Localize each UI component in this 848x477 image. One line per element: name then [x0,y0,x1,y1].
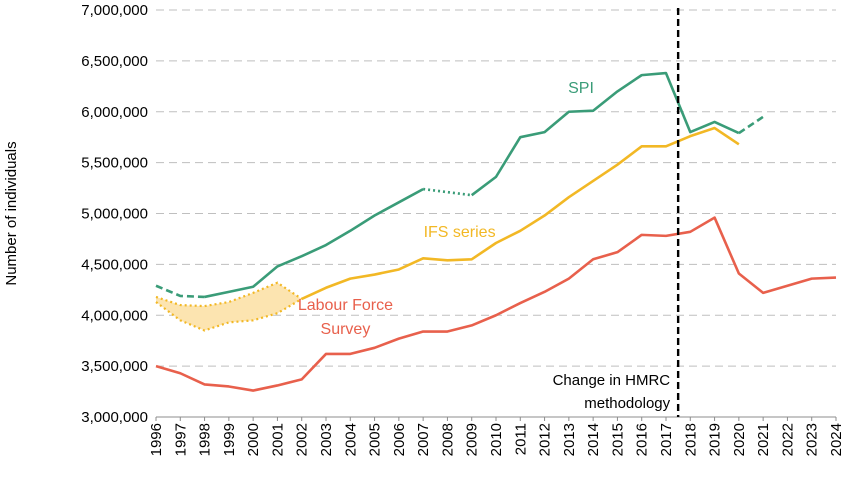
ifs-range-lower [155,298,303,332]
y-tick-label: 3,000,000 [81,409,148,426]
x-tick-label: 2006 [391,423,408,456]
x-tick-label: 1997 [172,423,189,456]
x-tick-label: 2020 [731,423,748,456]
x-tick-label: 2019 [707,423,724,456]
x-tick-label: 2021 [755,423,772,456]
series-label-spi: SPI [568,80,594,97]
x-tick-label: 2012 [537,423,554,456]
y-tick-label: 6,500,000 [81,53,148,70]
y-tick-label: 3,500,000 [81,358,148,375]
ifs-range-band [155,281,303,332]
series-label-lfs-line2: Survey [321,321,371,338]
x-tick-label: 2013 [561,423,578,456]
x-tick-label: 2001 [269,423,286,456]
x-tick-label: 2010 [488,423,505,456]
series-line-lfs [155,216,837,392]
annotation-line2: methodology [584,395,670,412]
y-tick-label: 7,000,000 [81,2,148,19]
series-line-spi [470,71,740,197]
x-tick-label: 2011 [512,423,529,455]
x-tick-label: 2017 [658,423,675,456]
x-tick-label: 2009 [464,423,481,456]
x-tick-label: 2003 [318,423,335,456]
y-axis-ticks: 3,000,000 3,500,000 4,000,000 4,500,000 5,00… [81,2,148,426]
series-label-lfs-line1: Labour Force [298,297,393,314]
series-line-spi [204,187,424,299]
x-tick-label: 2023 [804,423,821,456]
series-line-spi [738,115,764,135]
y-axis-title: Number of individuals [3,141,20,285]
x-tick-label: 2000 [245,423,262,456]
x-tick-label: 2002 [294,423,311,456]
y-tick-label: 6,000,000 [81,104,148,121]
x-tick-label: 2004 [342,423,359,456]
x-axis-ticks: 1996 1997 1998 1999 2000 2001 2002 2003 2004 2005… [148,417,845,456]
x-tick-label: 1996 [148,423,165,456]
y-tick-label: 5,500,000 [81,155,148,172]
x-tick-label: 2016 [634,423,651,456]
y-tick-label: 4,500,000 [81,256,148,273]
series-line-spi [422,187,472,197]
y-tick-label: 4,000,000 [81,307,148,324]
x-tick-label: 1999 [221,423,238,456]
x-tick-label: 2005 [367,423,384,456]
ifs-range-upper [155,281,303,308]
x-tick-label: 2024 [828,423,845,456]
x-tick-label: 2015 [609,423,626,456]
x-tick-label: 2008 [439,423,456,456]
x-tick-label: 1998 [197,423,214,456]
x-tick-label: 2014 [585,423,602,456]
series-label-ifs: IFS series [424,224,496,241]
series-lines [155,71,837,392]
x-tick-label: 2022 [779,423,796,456]
series-line-ifs [301,126,740,301]
y-tick-label: 5,000,000 [81,206,148,223]
x-tick-label: 2007 [415,423,432,456]
annotation-line1: Change in HMRC [553,372,671,389]
ifs-range-area [156,282,302,331]
x-tick-label: 2018 [682,423,699,456]
series-line-spi [155,284,205,299]
